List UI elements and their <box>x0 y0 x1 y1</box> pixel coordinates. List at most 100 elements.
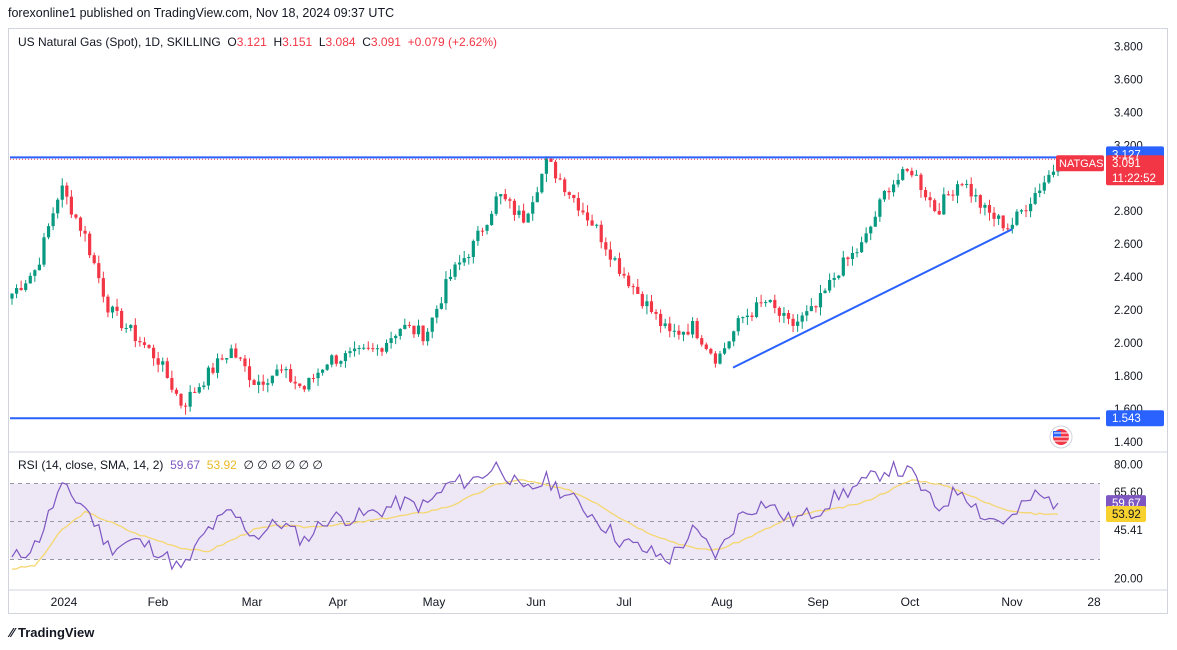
candle-body <box>1001 215 1005 229</box>
price-tick-label: 3.800 <box>1114 41 1143 53</box>
candle-body <box>823 290 827 294</box>
low-label: L <box>318 35 326 49</box>
candle-body <box>512 200 517 215</box>
candle-body <box>343 353 348 362</box>
candle-body <box>426 331 430 342</box>
candle-body <box>165 361 169 378</box>
candle-body <box>51 213 55 227</box>
candle-body <box>828 279 832 291</box>
candle-body <box>389 338 393 343</box>
rsi-line <box>11 459 1059 571</box>
time-axis-label: Aug <box>711 595 732 609</box>
candle-body <box>407 324 411 326</box>
candle-body <box>115 306 119 311</box>
candle-body <box>174 389 179 394</box>
candle-body <box>380 348 384 352</box>
candle-body <box>92 255 96 264</box>
candle-body <box>563 179 567 193</box>
symbol-label[interactable]: US Natural Gas (Spot), 1D, SKILLING <box>18 35 221 49</box>
candle-body <box>919 174 923 191</box>
price-tick-label: 3.600 <box>1114 74 1143 86</box>
candle-body <box>362 347 366 349</box>
candle-body <box>663 323 667 327</box>
time-axis-label: Oct <box>901 595 920 609</box>
candle-body <box>266 383 270 385</box>
candle-body <box>681 331 686 335</box>
candle-body <box>709 348 713 354</box>
candle-body <box>759 302 763 304</box>
price-tick-label: 2.400 <box>1114 272 1143 284</box>
candle-body <box>37 264 42 271</box>
candle-body <box>791 318 795 326</box>
price-axis-label: 3.091 <box>1112 158 1141 170</box>
close-value: 3.091 <box>370 35 401 49</box>
candle-body <box>595 224 599 226</box>
time-axis-label: Jul <box>616 595 631 609</box>
candle-body <box>764 302 768 304</box>
candle-body <box>330 355 334 365</box>
candle-body <box>311 377 316 379</box>
candle-body <box>572 194 576 199</box>
candle-body <box>659 313 663 327</box>
candle-body <box>188 391 192 407</box>
candle-body <box>974 195 978 197</box>
candle-body <box>494 196 498 214</box>
candle-body <box>321 369 325 373</box>
candle-body <box>960 184 964 186</box>
candle-body <box>672 330 676 332</box>
candle-body <box>453 264 457 277</box>
flag-canton <box>1053 431 1061 437</box>
candle-body <box>215 358 220 373</box>
candle-body <box>325 364 329 370</box>
candle-body <box>279 369 284 371</box>
low-value: 3.084 <box>325 35 356 49</box>
candle-body <box>951 194 955 196</box>
candle-body <box>914 174 919 176</box>
candle-body <box>435 308 439 318</box>
candle-body <box>955 184 960 196</box>
candle-body <box>1006 228 1010 230</box>
candle-body <box>997 215 1001 219</box>
price-tick-label: 2.800 <box>1114 206 1143 218</box>
candle-body <box>649 301 654 312</box>
candle-body <box>864 233 868 243</box>
candle-body <box>636 286 640 294</box>
candle-body <box>987 204 992 213</box>
candle-body <box>46 226 51 238</box>
rsi-value: 59.67 <box>170 458 201 472</box>
close-label: C <box>362 35 371 49</box>
candle-body <box>713 353 718 364</box>
candle-body <box>517 210 521 215</box>
candle-body <box>608 249 612 260</box>
candle-body <box>202 385 206 388</box>
candle-body <box>905 169 909 171</box>
candle-body <box>339 361 343 364</box>
candle-body <box>88 233 92 256</box>
candle-body <box>101 278 105 297</box>
time-axis-label: 2024 <box>51 595 78 609</box>
candle-body <box>348 351 352 354</box>
time-axis-label: Sep <box>807 595 829 609</box>
candle-body <box>901 169 905 180</box>
candles-group <box>10 156 1060 415</box>
candle-body <box>485 225 489 231</box>
candle-body <box>170 377 174 390</box>
candle-body <box>444 279 448 304</box>
candle-body <box>754 302 759 317</box>
candle-body <box>161 361 165 365</box>
rsi-label[interactable]: RSI (14, close, SMA, 14, 2) <box>18 458 164 472</box>
candle-body <box>225 358 229 360</box>
candle-body <box>14 287 19 294</box>
candle-body <box>640 293 644 307</box>
candle-body <box>334 355 338 364</box>
price-tick-label: 3.400 <box>1114 107 1143 119</box>
candle-body <box>768 299 772 303</box>
candle-body <box>467 257 471 259</box>
candle-body <box>462 258 466 263</box>
candle-body <box>142 342 147 345</box>
candle-body <box>585 212 590 221</box>
candle-body <box>567 192 571 195</box>
candle-body <box>1033 193 1037 204</box>
candle-body <box>553 161 558 179</box>
